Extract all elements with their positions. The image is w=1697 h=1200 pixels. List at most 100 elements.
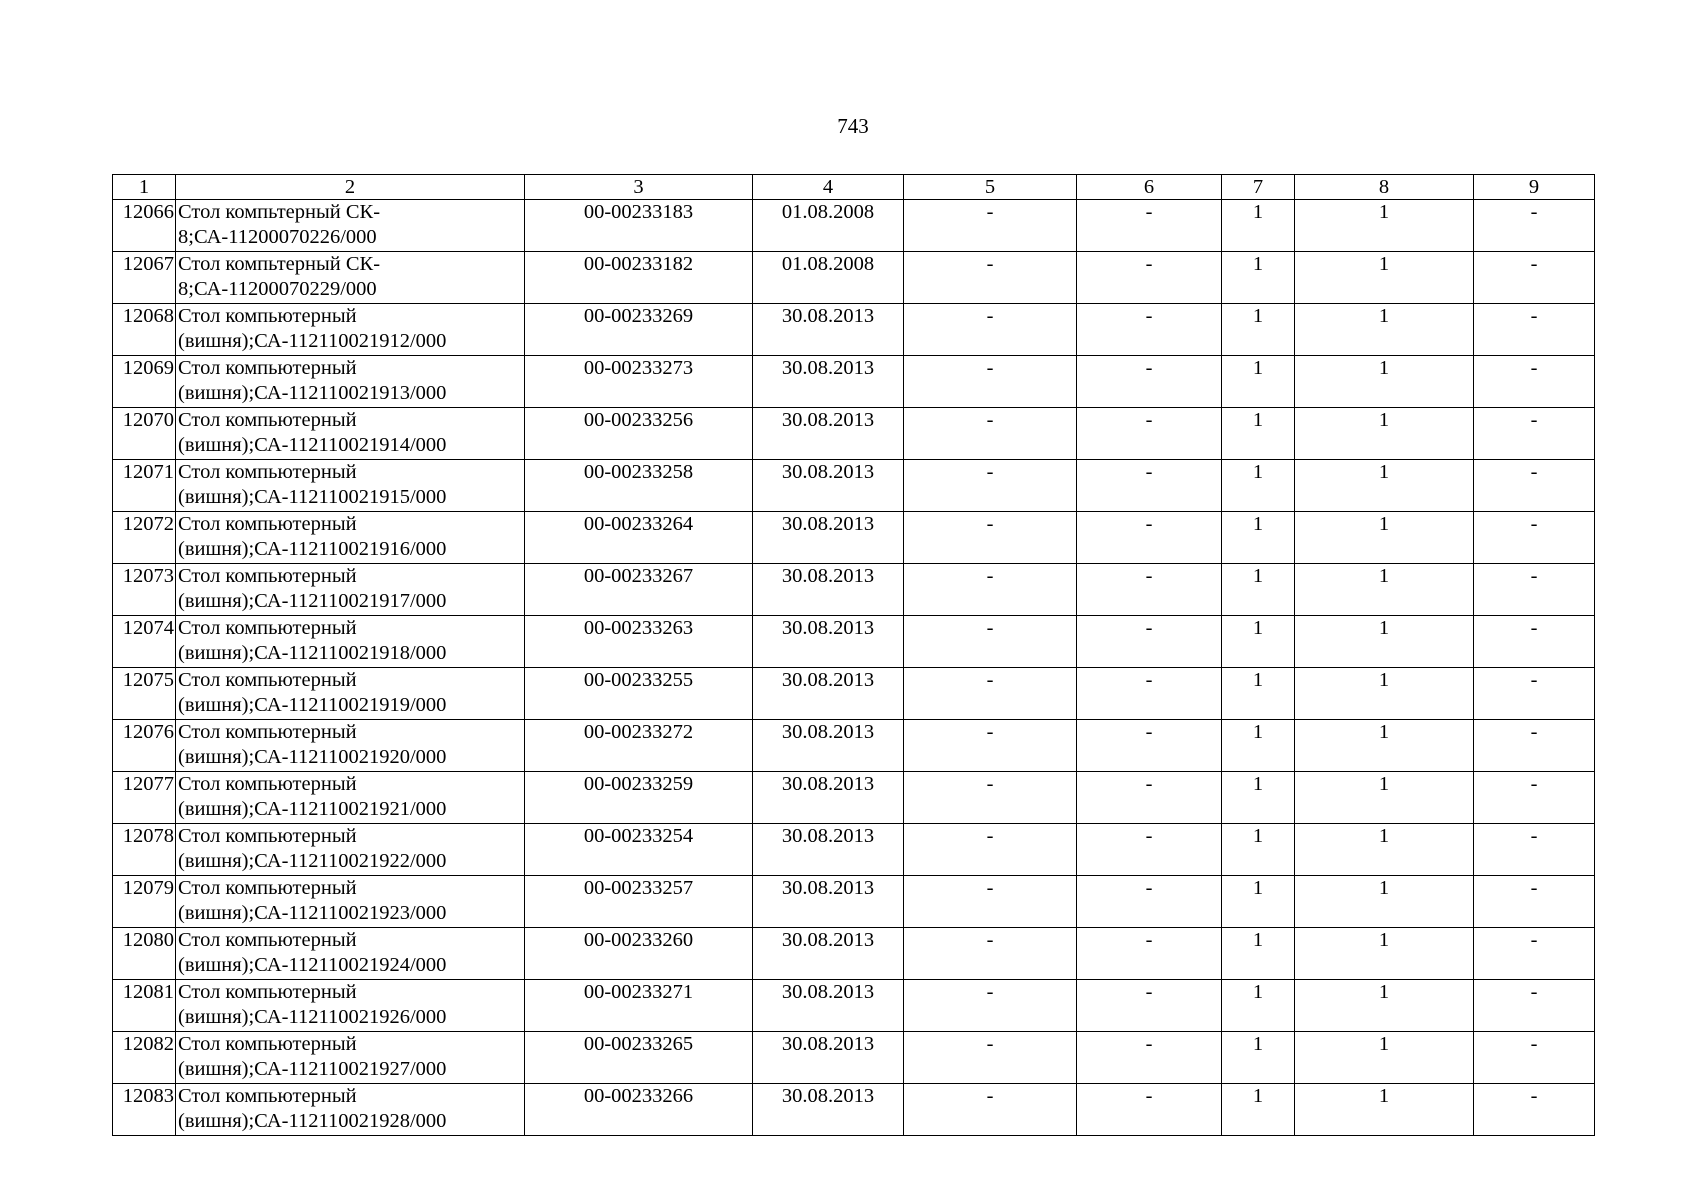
column-8-cell: 1	[1294, 875, 1474, 928]
date-cell: 30.08.2013	[752, 407, 904, 460]
column-header: 1	[112, 174, 176, 200]
date-cell: 01.08.2008	[752, 251, 904, 304]
column-9-cell: -	[1473, 1031, 1595, 1084]
column-7-cell: 1	[1221, 667, 1295, 720]
column-8-cell: 1	[1294, 251, 1474, 304]
inventory-number-cell: 00-00233264	[524, 511, 753, 564]
inventory-number-cell: 00-00233257	[524, 875, 753, 928]
column-header: 7	[1221, 174, 1295, 200]
row-number-cell: 12072	[112, 511, 176, 564]
column-7-cell: 1	[1221, 459, 1295, 512]
item-name-line-1: Стол компьютерный	[178, 461, 357, 483]
inventory-number-cell: 00-00233254	[524, 823, 753, 876]
item-name-line-2: 8;СА-11200070226/000	[178, 226, 377, 248]
column-9-cell: -	[1473, 1083, 1595, 1136]
column-6-cell: -	[1076, 615, 1222, 668]
column-6-cell: -	[1076, 199, 1222, 252]
row-number-cell: 12071	[112, 459, 176, 512]
inventory-number-cell: 00-00233183	[524, 199, 753, 252]
inventory-number-cell: 00-00233258	[524, 459, 753, 512]
column-6-cell: -	[1076, 563, 1222, 616]
column-number-row: 1 2 3 4 5 6 7 8 9	[112, 174, 1595, 200]
table-row: 12082 Стол компьютерный (вишня);СА-1121100…	[112, 1031, 1595, 1084]
row-number-cell: 12083	[112, 1083, 176, 1136]
column-8-cell: 1	[1294, 615, 1474, 668]
column-5-cell: -	[903, 979, 1077, 1032]
item-name-line-1: Стол компьютерный	[178, 409, 357, 431]
row-number-cell: 12073	[112, 563, 176, 616]
item-name-cell: Стол компьютерный (вишня);СА-112110021920…	[175, 719, 525, 772]
date-cell: 30.08.2013	[752, 927, 904, 980]
column-header: 6	[1076, 174, 1222, 200]
column-9-cell: -	[1473, 251, 1595, 304]
item-name-line-1: Стол компьютерный	[178, 877, 357, 899]
column-7-cell: 1	[1221, 615, 1295, 668]
column-6-cell: -	[1076, 407, 1222, 460]
row-number-cell: 12067	[112, 251, 176, 304]
column-7-cell: 1	[1221, 875, 1295, 928]
column-5-cell: -	[903, 927, 1077, 980]
date-cell: 30.08.2013	[752, 563, 904, 616]
item-name-line-2: 8;СА-11200070229/000	[178, 278, 377, 300]
item-name-cell: Стол компьютерный (вишня);СА-112110021916…	[175, 511, 525, 564]
column-6-cell: -	[1076, 355, 1222, 408]
column-7-cell: 1	[1221, 979, 1295, 1032]
item-name-line-2: (вишня);СА-112110021926/000	[178, 1006, 447, 1028]
column-5-cell: -	[903, 251, 1077, 304]
column-9-cell: -	[1473, 199, 1595, 252]
column-header: 4	[752, 174, 904, 200]
column-8-cell: 1	[1294, 459, 1474, 512]
table-row: 12076 Стол компьютерный (вишня);СА-1121100…	[112, 719, 1595, 772]
item-name-line-1: Стол компьютерный	[178, 617, 357, 639]
item-name-cell: Стол компьютерный (вишня);СА-112110021915…	[175, 459, 525, 512]
table-row: 12068 Стол компьютерный (вишня);СА-1121100…	[112, 303, 1595, 356]
row-number-cell: 12080	[112, 927, 176, 980]
inventory-number-cell: 00-00233272	[524, 719, 753, 772]
column-7-cell: 1	[1221, 199, 1295, 252]
column-9-cell: -	[1473, 355, 1595, 408]
inventory-number-cell: 00-00233259	[524, 771, 753, 824]
column-header: 8	[1294, 174, 1474, 200]
column-6-cell: -	[1076, 251, 1222, 304]
item-name-line-1: Стол компьютерный	[178, 513, 357, 535]
inventory-number-cell: 00-00233273	[524, 355, 753, 408]
item-name-line-1: Стол компьтерный СК-	[178, 201, 381, 223]
item-name-cell: Стол компьютерный (вишня);СА-112110021924…	[175, 927, 525, 980]
item-name-line-2: (вишня);СА-112110021922/000	[178, 850, 447, 872]
column-6-cell: -	[1076, 1083, 1222, 1136]
column-8-cell: 1	[1294, 1031, 1474, 1084]
item-name-line-2: (вишня);СА-112110021920/000	[178, 746, 447, 768]
inventory-number-cell: 00-00233271	[524, 979, 753, 1032]
date-cell: 30.08.2013	[752, 771, 904, 824]
item-name-line-2: (вишня);СА-112110021914/000	[178, 434, 447, 456]
table-row: 12080 Стол компьютерный (вишня);СА-1121100…	[112, 927, 1595, 980]
column-7-cell: 1	[1221, 563, 1295, 616]
column-7-cell: 1	[1221, 771, 1295, 824]
item-name-cell: Стол компьютерный (вишня);СА-112110021921…	[175, 771, 525, 824]
column-6-cell: -	[1076, 719, 1222, 772]
item-name-line-1: Стол компьютерный	[178, 721, 357, 743]
column-8-cell: 1	[1294, 667, 1474, 720]
item-name-line-2: (вишня);СА-112110021921/000	[178, 798, 447, 820]
inventory-table: 1 2 3 4 5 6 7 8 9 12066 Стол компьтерный …	[112, 174, 1595, 1136]
item-name-cell: Стол компьтерный СК- 8;СА-11200070226/000	[175, 199, 525, 252]
row-number-cell: 12082	[112, 1031, 176, 1084]
column-5-cell: -	[903, 615, 1077, 668]
table-row: 12074 Стол компьютерный (вишня);СА-1121100…	[112, 615, 1595, 668]
column-header: 2	[175, 174, 525, 200]
row-number-cell: 12081	[112, 979, 176, 1032]
item-name-cell: Стол компьютерный (вишня);СА-112110021923…	[175, 875, 525, 928]
item-name-cell: Стол компьютерный (вишня);СА-112110021913…	[175, 355, 525, 408]
table-row: 12077 Стол компьютерный (вишня);СА-1121100…	[112, 771, 1595, 824]
item-name-cell: Стол компьютерный (вишня);СА-112110021928…	[175, 1083, 525, 1136]
column-9-cell: -	[1473, 303, 1595, 356]
column-header: 9	[1473, 174, 1595, 200]
column-7-cell: 1	[1221, 511, 1295, 564]
item-name-line-1: Стол компьютерный	[178, 565, 357, 587]
item-name-cell: Стол компьютерный (вишня);СА-112110021922…	[175, 823, 525, 876]
item-name-line-2: (вишня);СА-112110021917/000	[178, 590, 447, 612]
column-9-cell: -	[1473, 615, 1595, 668]
column-5-cell: -	[903, 1031, 1077, 1084]
item-name-line-1: Стол компьтерный СК-	[178, 253, 381, 275]
row-number-cell: 12075	[112, 667, 176, 720]
